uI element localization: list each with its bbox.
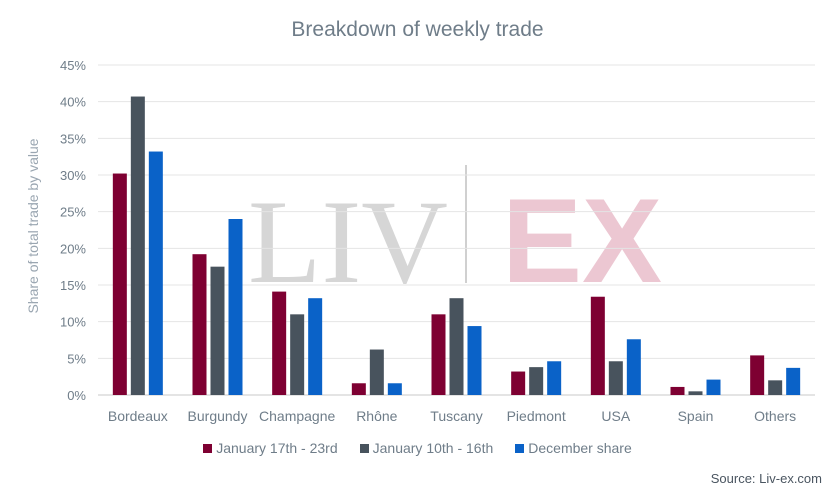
bar	[706, 379, 721, 395]
bar	[308, 298, 323, 395]
y-tick-label: 30%	[60, 168, 86, 183]
bar	[210, 266, 225, 395]
legend-label-1: January 17th - 23rd	[216, 440, 338, 456]
legend-swatch-2	[359, 443, 369, 453]
bar	[369, 349, 384, 395]
x-tick-label: Piedmont	[507, 408, 566, 424]
bar	[228, 219, 243, 395]
bar	[467, 326, 482, 395]
watermark-right-text: EX	[502, 174, 662, 308]
y-tick-label: 25%	[60, 205, 86, 220]
bar	[529, 367, 544, 395]
legend-label-2: January 10th - 16th	[372, 440, 494, 456]
bar	[387, 383, 402, 395]
source-credit: Source: Liv-ex.com	[710, 471, 822, 486]
y-tick-label: 15%	[60, 278, 86, 293]
y-tick-label: 20%	[60, 241, 86, 256]
bar	[768, 380, 783, 395]
bar	[112, 173, 127, 395]
x-tick-label: Bordeaux	[108, 408, 168, 424]
legend-item-series-1: January 17th - 23rd	[203, 440, 338, 456]
bar	[192, 254, 207, 395]
x-tick-label: Champagne	[259, 408, 335, 424]
bar	[590, 296, 605, 395]
y-tick-label: 10%	[60, 315, 86, 330]
x-tick-label: Rhône	[356, 408, 397, 424]
bar	[449, 298, 464, 395]
x-tick-label: Others	[754, 408, 796, 424]
y-tick-label: 40%	[60, 95, 86, 110]
bar	[290, 314, 305, 395]
legend-swatch-1	[203, 443, 213, 453]
bar	[431, 314, 446, 395]
bar	[272, 291, 287, 395]
legend-item-series-3: December share	[515, 440, 632, 456]
y-tick-label: 0%	[67, 388, 86, 403]
bar	[547, 361, 562, 395]
legend-item-series-2: January 10th - 16th	[359, 440, 494, 456]
watermark-left-text: LIV	[248, 175, 448, 308]
x-tick-label: Burgundy	[188, 408, 248, 424]
bar	[670, 386, 685, 395]
chart-title: Breakdown of weekly trade	[291, 18, 544, 41]
bar	[786, 367, 801, 395]
x-tick-label: Tuscany	[430, 408, 482, 424]
x-tick-label: USA	[601, 408, 630, 424]
bar	[130, 96, 145, 396]
bar	[511, 371, 526, 395]
y-tick-label: 5%	[67, 351, 86, 366]
bar	[148, 151, 163, 395]
legend-swatch-3	[515, 443, 525, 453]
bar	[750, 355, 765, 395]
y-tick-label: 35%	[60, 131, 86, 146]
liv-ex-watermark: LIV EX	[248, 165, 662, 308]
x-tick-label: Spain	[678, 408, 714, 424]
bar	[688, 391, 703, 395]
bar	[608, 361, 623, 395]
legend-label-3: December share	[528, 440, 632, 456]
bar	[351, 383, 366, 395]
bar	[626, 339, 641, 395]
y-tick-label: 45%	[60, 58, 86, 73]
legend: January 17th - 23rd January 10th - 16th …	[0, 440, 835, 456]
